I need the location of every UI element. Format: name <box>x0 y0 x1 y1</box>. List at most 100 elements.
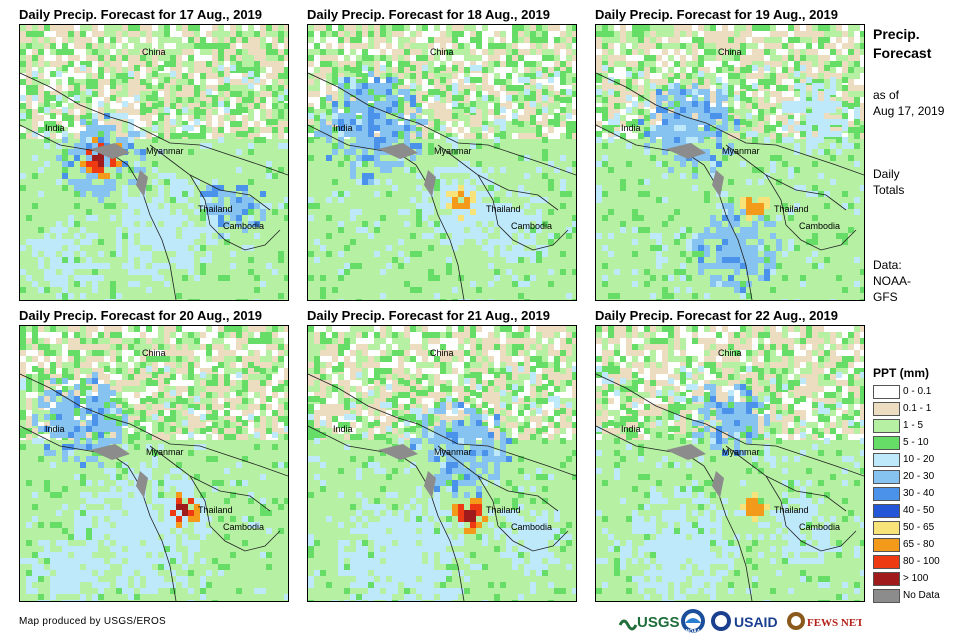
legend-item: 1 - 5 <box>873 418 967 434</box>
legend-item: 40 - 50 <box>873 503 967 519</box>
totals-text: Daily Totals <box>873 166 904 198</box>
data-source-text: Data: NOAA- GFS <box>873 257 911 305</box>
precip-map: China India Myanmar Thailand Cambodia <box>19 24 289 301</box>
fews-net-logo: FEWS NET <box>786 607 862 635</box>
map-label-cambodia: Cambodia <box>223 522 264 532</box>
data-source-line1: Data: <box>873 257 911 273</box>
sidebar-title: Precip. Forecast <box>873 25 931 63</box>
legend-item: No Data <box>873 588 967 604</box>
noaa-logo-text: NOAA <box>686 629 701 635</box>
legend-title: PPT (mm) <box>873 366 929 380</box>
panel-title: Daily Precip. Forecast for 17 Aug., 2019 <box>19 6 319 24</box>
legend-label: 30 - 40 <box>903 487 934 500</box>
map-svg: China India Myanmar Thailand Cambodia <box>20 326 288 601</box>
noaa-logo-mark: NOAA <box>680 607 708 635</box>
legend-swatch <box>873 487 900 501</box>
map-label-india: India <box>45 424 65 434</box>
legend-label: 20 - 30 <box>903 470 934 483</box>
precip-map: China India Myanmar Thailand Cambodia <box>307 24 577 301</box>
fews-net-logo-text: FEWS NET <box>807 617 862 629</box>
legend-swatch <box>873 402 900 416</box>
legend-swatch <box>873 589 900 603</box>
legend-swatch <box>873 385 900 399</box>
credit-text: Map produced by USGS/EROS <box>19 616 166 627</box>
map-label-china: China <box>718 47 742 57</box>
as-of-text: as of Aug 17, 2019 <box>873 87 944 119</box>
map-label-thailand: Thailand <box>198 505 233 515</box>
panel-title: Daily Precip. Forecast for 20 Aug., 2019 <box>19 307 319 325</box>
map-label-india: India <box>621 424 641 434</box>
map-label-thailand: Thailand <box>198 204 233 214</box>
legend-swatch <box>873 504 900 518</box>
totals-line1: Daily <box>873 166 904 182</box>
legend-label: 10 - 20 <box>903 453 934 466</box>
legend-label: 5 - 10 <box>903 436 929 449</box>
legend-swatch <box>873 436 900 450</box>
legend-item: 50 - 65 <box>873 520 967 536</box>
panel-title: Daily Precip. Forecast for 18 Aug., 2019 <box>307 6 607 24</box>
legend-swatch <box>873 572 900 586</box>
legend-item: 20 - 30 <box>873 469 967 485</box>
map-label-cambodia: Cambodia <box>223 221 264 231</box>
map-label-myanmar: Myanmar <box>146 146 184 156</box>
map-svg: China India Myanmar Thailand Cambodia <box>308 326 576 601</box>
precip-map: China India Myanmar Thailand Cambodia <box>307 325 577 602</box>
map-label-myanmar: Myanmar <box>434 146 472 156</box>
legend-label: No Data <box>903 589 940 602</box>
usaid-logo-mark: USAID <box>710 607 788 635</box>
precip-map: China India Myanmar Thailand Cambodia <box>595 325 865 602</box>
sidebar: Precip. Forecast as of Aug 17, 2019 Dail… <box>873 0 967 639</box>
map-svg: China India Myanmar Thailand Cambodia <box>20 25 288 300</box>
sidebar-title-line1: Precip. <box>873 25 931 44</box>
precip-map: China India Myanmar Thailand Cambodia <box>19 325 289 602</box>
map-label-thailand: Thailand <box>486 505 521 515</box>
totals-line2: Totals <box>873 182 904 198</box>
map-label-thailand: Thailand <box>774 505 809 515</box>
map-label-cambodia: Cambodia <box>799 522 840 532</box>
legend-label: 50 - 65 <box>903 521 934 534</box>
map-label-china: China <box>718 348 742 358</box>
legend-swatch <box>873 555 900 569</box>
legend-item: 30 - 40 <box>873 486 967 502</box>
as-of-line1: as of <box>873 87 944 103</box>
legend-label: 80 - 100 <box>903 555 940 568</box>
legend-label: 65 - 80 <box>903 538 934 551</box>
data-source-line3: GFS <box>873 289 911 305</box>
legend-swatch <box>873 470 900 484</box>
map-label-cambodia: Cambodia <box>511 221 552 231</box>
data-source-line2: NOAA- <box>873 273 911 289</box>
fews-net-logo-mark: FEWS NET <box>786 607 862 635</box>
map-label-china: China <box>430 47 454 57</box>
panel-title: Daily Precip. Forecast for 22 Aug., 2019 <box>595 307 895 325</box>
map-label-myanmar: Myanmar <box>722 146 760 156</box>
map-label-india: India <box>333 123 353 133</box>
map-label-myanmar: Myanmar <box>146 447 184 457</box>
map-label-india: India <box>621 123 641 133</box>
legend-label: 0.1 - 1 <box>903 402 931 415</box>
partner-logos: USGS NOAA USAID FEWS NET <box>618 607 863 635</box>
map-label-china: China <box>142 47 166 57</box>
legend-label: 40 - 50 <box>903 504 934 517</box>
legend-item: 5 - 10 <box>873 435 967 451</box>
legend-item: 0 - 0.1 <box>873 384 967 400</box>
map-svg: China India Myanmar Thailand Cambodia <box>596 326 864 601</box>
map-label-myanmar: Myanmar <box>722 447 760 457</box>
map-label-india: India <box>45 123 65 133</box>
map-label-india: India <box>333 424 353 434</box>
legend-item: > 100 <box>873 571 967 587</box>
sidebar-title-line2: Forecast <box>873 44 931 63</box>
usgs-logo-text: USGS <box>637 614 680 631</box>
map-label-china: China <box>430 348 454 358</box>
legend-item: 80 - 100 <box>873 554 967 570</box>
map-label-thailand: Thailand <box>486 204 521 214</box>
usaid-logo: USAID <box>710 607 788 635</box>
map-label-china: China <box>142 348 166 358</box>
usgs-logo-mark: USGS <box>618 607 680 635</box>
map-label-myanmar: Myanmar <box>434 447 472 457</box>
legend-label: 1 - 5 <box>903 419 923 432</box>
legend-swatch <box>873 453 900 467</box>
map-label-cambodia: Cambodia <box>511 522 552 532</box>
legend-label: 0 - 0.1 <box>903 385 931 398</box>
